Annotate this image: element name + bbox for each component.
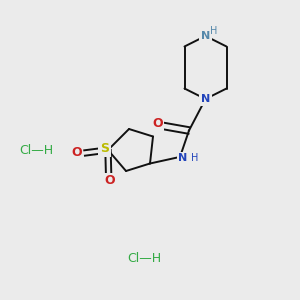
Text: H: H — [191, 153, 198, 164]
Text: O: O — [71, 146, 82, 159]
Text: O: O — [152, 117, 163, 130]
Text: N: N — [201, 31, 210, 41]
Text: Cl—H: Cl—H — [127, 251, 161, 265]
Text: O: O — [105, 174, 116, 187]
Text: S: S — [100, 142, 109, 155]
Text: Cl—H: Cl—H — [19, 143, 53, 157]
Text: H: H — [210, 26, 218, 36]
Text: N: N — [178, 153, 188, 164]
Text: N: N — [201, 94, 210, 104]
